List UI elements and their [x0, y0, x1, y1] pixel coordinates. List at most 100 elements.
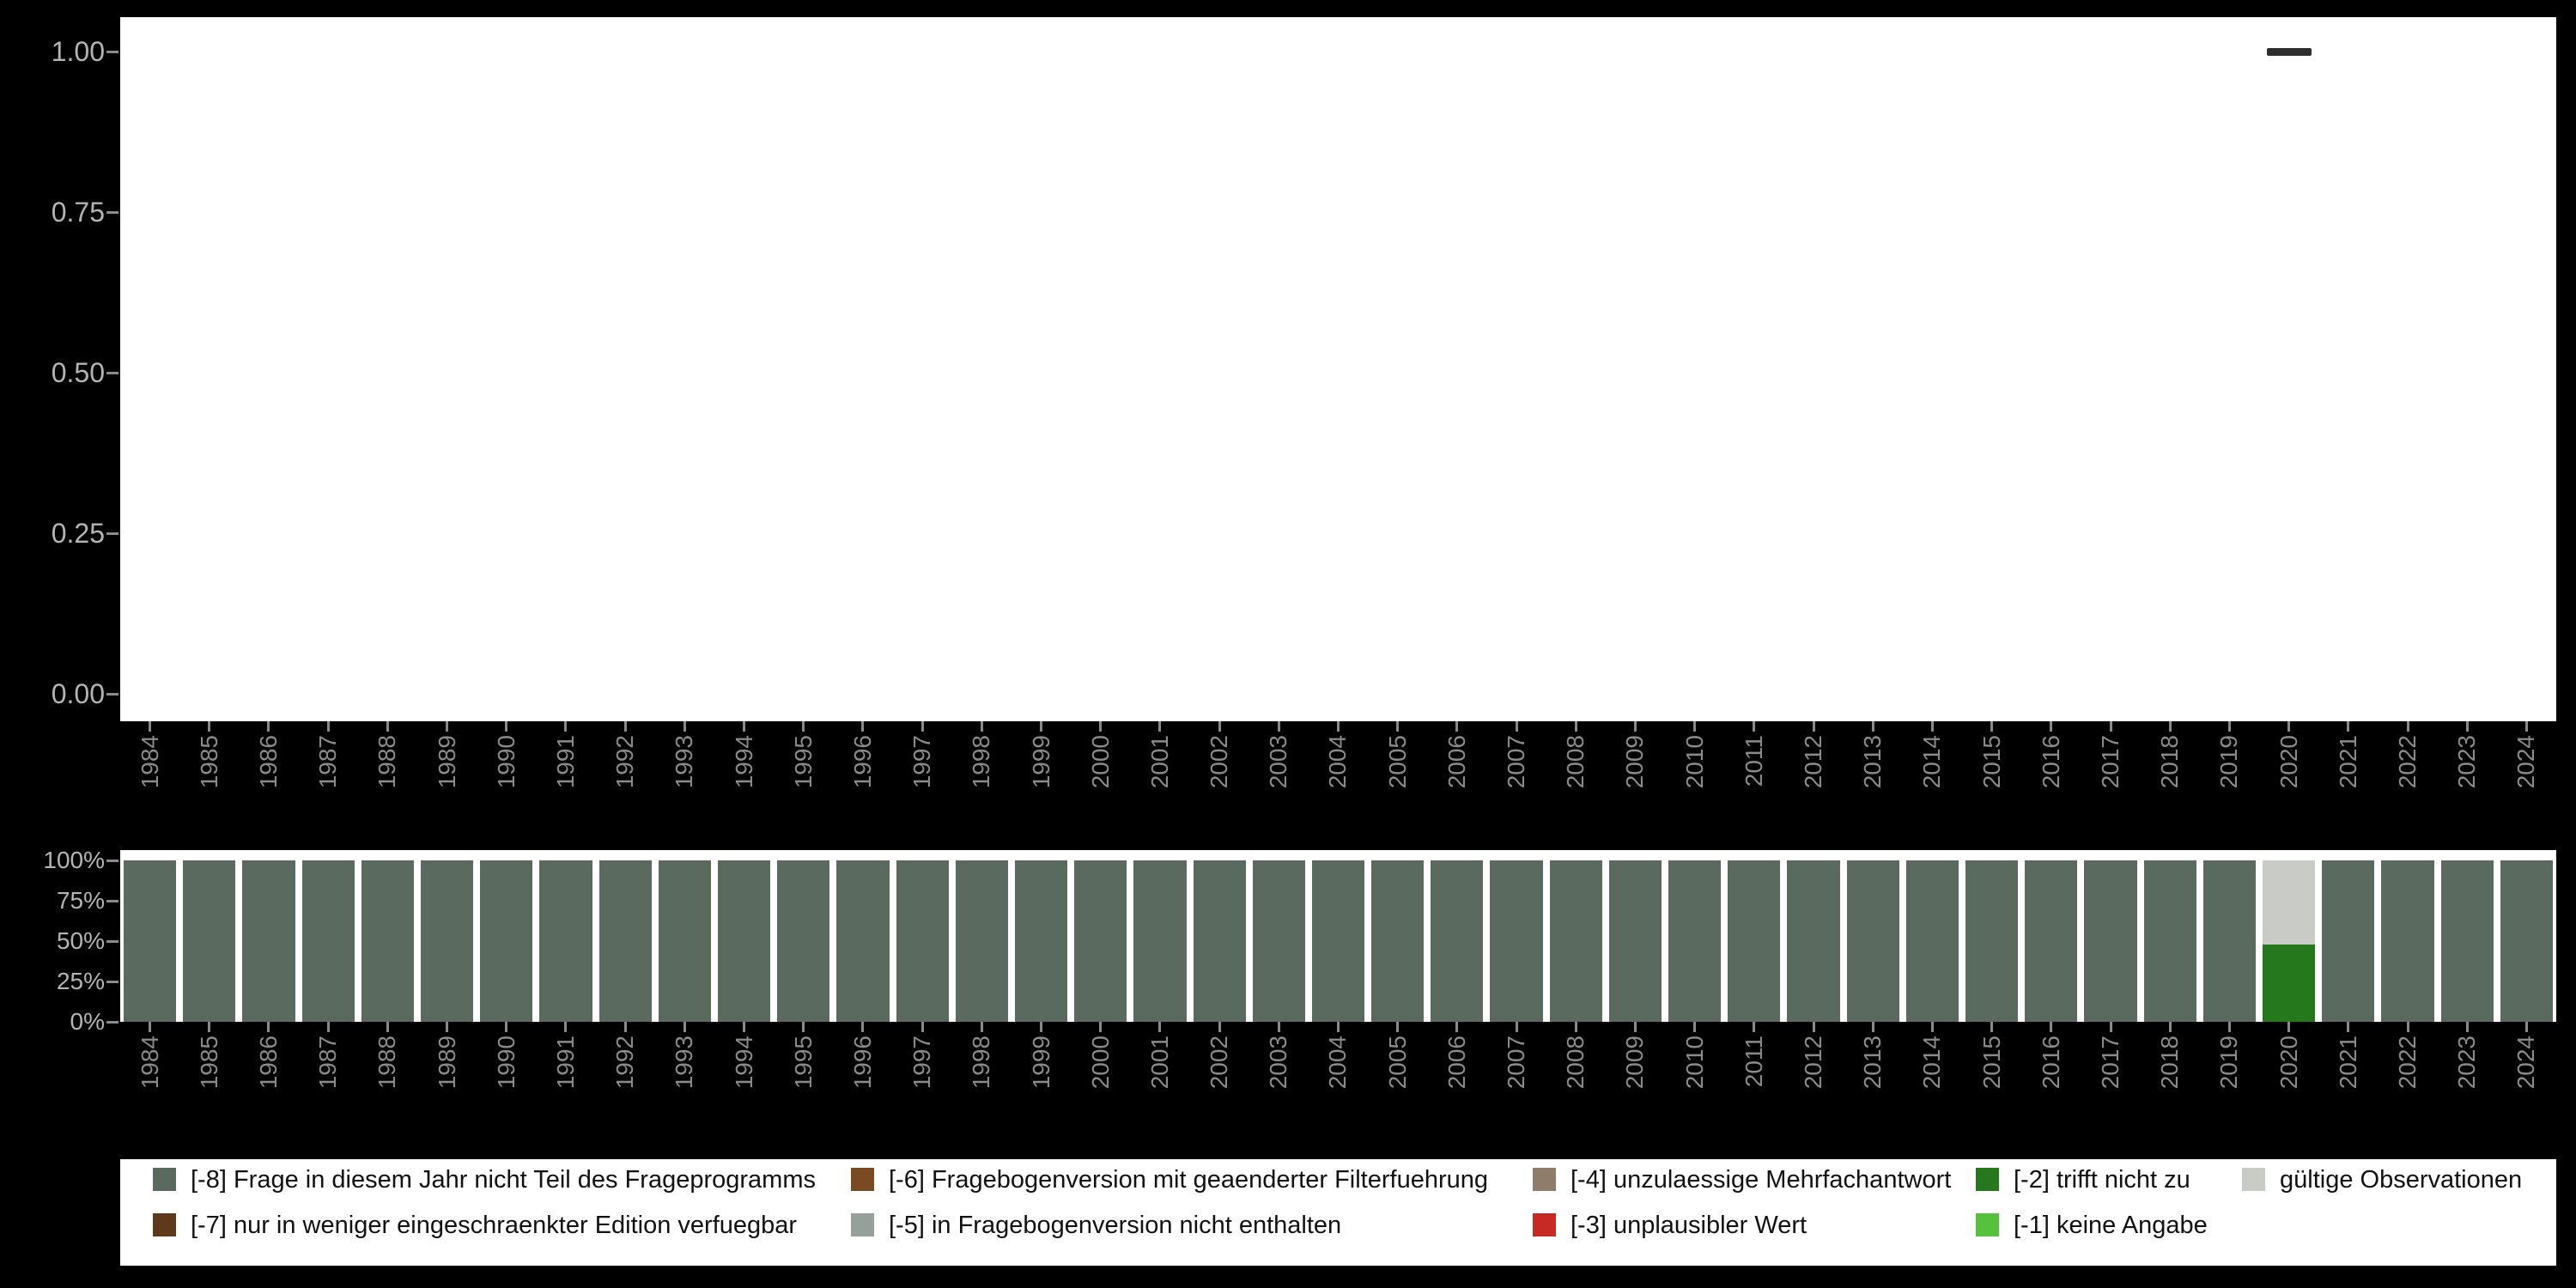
top-y-tick-mark	[106, 532, 118, 535]
year-label: 1994	[731, 1036, 758, 1089]
year-label: 2005	[1384, 1036, 1412, 1089]
x-tick-label-top: 1990	[477, 735, 536, 848]
x-tick-label-bottom: 2000	[1071, 1036, 1130, 1149]
bar-segment	[1550, 860, 1602, 1022]
x-tick-label-top: 1986	[239, 735, 298, 848]
top-y-tick-label: 0.50	[0, 359, 105, 386]
x-tick-label-top: 2005	[1368, 735, 1427, 848]
x-tick-mark-bottom	[2525, 1022, 2528, 1032]
year-label: 2012	[1800, 1036, 1827, 1089]
year-label: 2021	[2335, 1036, 2362, 1089]
x-tick-label-bottom: 1988	[358, 1036, 417, 1149]
bottom-y-tick-label: 100%	[0, 848, 105, 873]
x-tick-label-bottom: 2001	[1130, 1036, 1189, 1149]
year-label: 2007	[1503, 1036, 1530, 1089]
x-tick-mark-top	[208, 721, 210, 732]
x-tick-label-top: 1993	[655, 735, 714, 848]
bar-segment	[1133, 860, 1186, 1022]
x-tick-mark-bottom	[267, 1022, 270, 1032]
year-label: 2013	[1859, 1036, 1886, 1089]
bar-segment	[1668, 860, 1721, 1022]
year-label: 2011	[1741, 1036, 1768, 1087]
year-label: 2004	[1324, 1036, 1352, 1089]
x-tick-mark-bottom	[1278, 1022, 1280, 1032]
year-label: 2014	[1918, 735, 1946, 788]
year-label: 2006	[1443, 1036, 1471, 1089]
year-label: 2015	[1978, 735, 2006, 788]
bar-segment	[777, 860, 829, 1022]
year-label: 2019	[2215, 735, 2243, 788]
year-label: 2010	[1681, 1036, 1709, 1089]
year-label: 2018	[2156, 735, 2184, 788]
legend-key-m8	[153, 1168, 176, 1191]
x-tick-label-bottom: 1987	[299, 1036, 358, 1149]
year-label: 2002	[1206, 1036, 1233, 1089]
x-tick-mark-top	[1693, 721, 1696, 732]
bottom-y-tick-mark	[106, 860, 118, 862]
year-label: 2006	[1443, 735, 1471, 788]
x-tick-label-bottom: 2022	[2378, 1036, 2437, 1149]
x-tick-mark-top	[1158, 721, 1161, 732]
year-label: 2020	[2275, 1036, 2303, 1089]
x-tick-label-top: 2008	[1546, 735, 1606, 848]
x-tick-mark-top	[2287, 721, 2290, 732]
x-tick-mark-bottom	[327, 1022, 330, 1032]
year-label: 1991	[552, 1036, 580, 1089]
bottom-y-tick-mark	[106, 940, 118, 943]
year-label: 2019	[2215, 1036, 2243, 1089]
x-tick-label-top: 2017	[2081, 735, 2140, 848]
year-label: 1990	[493, 735, 520, 788]
bar-segment	[956, 860, 1008, 1022]
x-tick-mark-bottom	[564, 1022, 567, 1032]
year-label: 2023	[2453, 735, 2481, 788]
x-tick-label-bottom: 1989	[417, 1036, 477, 1149]
x-tick-mark-top	[1575, 721, 1577, 732]
x-tick-mark-top	[1753, 721, 1755, 732]
year-label: 2007	[1503, 735, 1530, 788]
bar-segment	[1847, 860, 1899, 1022]
x-tick-label-bottom: 1990	[477, 1036, 536, 1149]
x-tick-mark-bottom	[2110, 1022, 2112, 1032]
x-tick-label-bottom: 1998	[952, 1036, 1012, 1149]
x-tick-mark-top	[386, 721, 389, 732]
x-tick-mark-bottom	[208, 1022, 210, 1032]
year-label: 1995	[790, 1036, 817, 1089]
bar-segment	[1015, 860, 1067, 1022]
x-tick-mark-bottom	[802, 1022, 805, 1032]
x-tick-label-bottom: 1994	[714, 1036, 774, 1149]
x-tick-label-top: 1998	[952, 735, 1012, 848]
x-tick-label-top: 2014	[1903, 735, 1962, 848]
bar-segment	[2263, 945, 2315, 1022]
x-tick-label-top: 2006	[1427, 735, 1486, 848]
x-tick-mark-bottom	[1516, 1022, 1518, 1032]
bottom-y-tick-mark	[106, 1021, 118, 1024]
year-label: 1985	[196, 1036, 223, 1089]
year-label: 2004	[1324, 735, 1352, 788]
x-tick-label-top: 2011	[1724, 735, 1783, 848]
legend-key-m7	[153, 1213, 176, 1236]
x-tick-mark-top	[2050, 721, 2052, 732]
bar-segment	[2025, 860, 2077, 1022]
x-tick-label-bottom: 2012	[1783, 1036, 1843, 1149]
x-tick-label-top: 1997	[893, 735, 952, 848]
bar-segment	[183, 860, 235, 1022]
year-label: 2008	[1562, 735, 1589, 788]
legend-label: gültige Observationen	[2280, 1165, 2522, 1194]
bar-segment	[2381, 860, 2433, 1022]
x-tick-mark-top	[1040, 721, 1042, 732]
bar-segment	[1074, 860, 1127, 1022]
legend-key-m4	[1533, 1168, 1556, 1191]
x-tick-label-top: 1996	[833, 735, 892, 848]
x-tick-mark-bottom	[1872, 1022, 1874, 1032]
x-tick-label-top: 2003	[1249, 735, 1309, 848]
legend-label: [-1] keine Angabe	[2014, 1211, 2208, 1240]
bottom-y-tick-mark	[106, 900, 118, 902]
year-label: 1987	[314, 1036, 342, 1089]
legend-key-m6	[851, 1168, 874, 1191]
x-tick-mark-top	[446, 721, 448, 732]
x-tick-mark-bottom	[921, 1022, 924, 1032]
x-tick-mark-top	[2347, 721, 2349, 732]
x-tick-label-top: 2010	[1665, 735, 1724, 848]
bar-segment	[421, 860, 473, 1022]
x-tick-label-bottom: 2019	[2200, 1036, 2259, 1149]
